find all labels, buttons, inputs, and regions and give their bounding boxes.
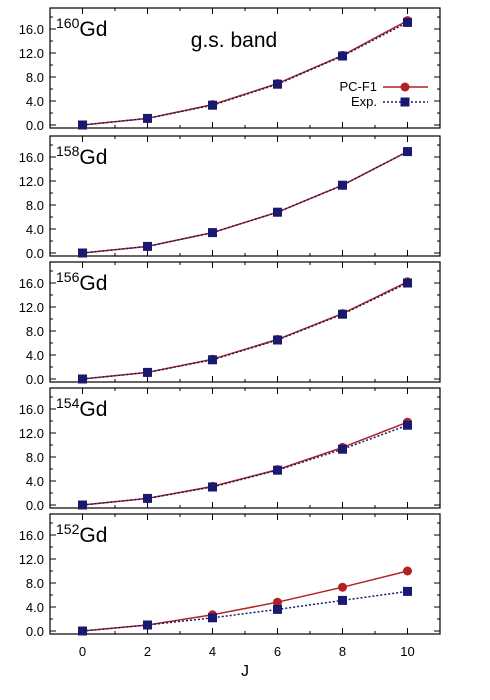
plot-frame xyxy=(49,135,441,257)
legend-theory-marker xyxy=(400,82,410,92)
y-tick-label: 4.0 xyxy=(26,600,44,615)
data-point-experiment xyxy=(403,147,412,157)
x-axis-label: J xyxy=(241,663,249,680)
data-point-theory xyxy=(338,582,347,592)
isotope-label: 154Gd xyxy=(56,395,107,421)
data-point-experiment xyxy=(273,335,282,345)
y-tick-label: 12.0 xyxy=(19,46,44,61)
y-tick-label: 12.0 xyxy=(19,300,44,315)
y-tick-label: 0.0 xyxy=(26,118,44,133)
series-line-experiment xyxy=(82,590,408,632)
plot-frame xyxy=(49,513,441,635)
y-tick-label: 16.0 xyxy=(19,528,44,543)
data-point-experiment xyxy=(273,465,282,475)
data-point-experiment xyxy=(208,355,217,365)
data-point-experiment xyxy=(143,493,152,503)
series-line-theory xyxy=(82,421,408,506)
data-point-experiment xyxy=(208,613,217,623)
data-point-experiment xyxy=(78,500,87,510)
y-tick-label: 8.0 xyxy=(26,70,44,85)
y-tick-label: 0.0 xyxy=(26,498,44,513)
x-tick-label: 2 xyxy=(144,644,151,659)
data-point-experiment xyxy=(78,374,87,384)
data-point-experiment xyxy=(78,626,87,636)
data-point-theory xyxy=(273,597,282,607)
x-tick-label: 8 xyxy=(339,644,346,659)
y-tick-label: 8.0 xyxy=(26,198,44,213)
data-point-experiment xyxy=(403,420,412,430)
series-line-theory xyxy=(82,150,408,254)
y-tick-label: 0.0 xyxy=(26,246,44,261)
legend-experiment-label: Exp. xyxy=(351,94,377,109)
series-line-experiment xyxy=(82,21,408,126)
band-label: g.s. band xyxy=(191,29,277,52)
y-tick-label: 4.0 xyxy=(26,94,44,109)
data-point-experiment xyxy=(403,17,412,27)
y-tick-label: 4.0 xyxy=(26,222,44,237)
data-point-experiment xyxy=(143,620,152,630)
data-point-experiment xyxy=(403,278,412,288)
y-tick-label: 0.0 xyxy=(26,372,44,387)
isotope-label: 152Gd xyxy=(56,521,107,547)
data-point-experiment xyxy=(403,586,412,596)
isotope-label: 158Gd xyxy=(56,143,107,169)
y-tick-label: 8.0 xyxy=(26,450,44,465)
legend-theory-label: PC-F1 xyxy=(339,79,377,94)
y-tick-label: 16.0 xyxy=(19,276,44,291)
series-line-experiment xyxy=(82,150,408,254)
plot-frame xyxy=(49,7,441,129)
data-point-experiment xyxy=(208,482,217,492)
data-point-experiment xyxy=(338,309,347,319)
data-point-experiment xyxy=(143,113,152,123)
series-line-experiment xyxy=(82,282,408,380)
x-tick-label: 0 xyxy=(79,644,86,659)
data-point-experiment xyxy=(143,367,152,377)
data-point-experiment xyxy=(338,51,347,61)
x-tick-label: 10 xyxy=(400,644,414,659)
x-tick-label: 6 xyxy=(274,644,281,659)
y-tick-label: 16.0 xyxy=(19,150,44,165)
plot-frame xyxy=(49,261,441,383)
y-tick-label: 0.0 xyxy=(26,624,44,639)
panel-154gd: 0.0 4.0 8.0 12.0 16.0 154Gd xyxy=(19,387,441,513)
x-tick-label: 4 xyxy=(209,644,216,659)
panel-156gd: 0.0 4.0 8.0 12.0 16.0 156Gd xyxy=(19,261,441,387)
data-point-experiment xyxy=(143,241,152,251)
y-tick-label: 4.0 xyxy=(26,348,44,363)
data-point-experiment xyxy=(273,604,282,614)
y-tick-label: 16.0 xyxy=(19,22,44,37)
series-line-experiment xyxy=(82,424,408,506)
panel-158gd: 0.0 4.0 8.0 12.0 16.0 158Gd xyxy=(19,135,441,261)
series-line-theory xyxy=(82,281,408,380)
data-point-experiment xyxy=(208,100,217,110)
y-tick-label: 16.0 xyxy=(19,402,44,417)
y-tick-label: 12.0 xyxy=(19,426,44,441)
data-point-experiment xyxy=(78,120,87,130)
y-tick-label: 12.0 xyxy=(19,174,44,189)
data-point-experiment xyxy=(338,444,347,454)
y-tick-label: 12.0 xyxy=(19,552,44,567)
data-point-experiment xyxy=(273,207,282,217)
data-point-experiment xyxy=(273,79,282,89)
data-point-experiment xyxy=(208,228,217,238)
y-tick-label: 4.0 xyxy=(26,474,44,489)
series-line-theory xyxy=(82,570,408,632)
plot-frame xyxy=(49,387,441,509)
data-point-theory xyxy=(403,566,412,576)
isotope-label: 156Gd xyxy=(56,269,107,295)
y-tick-label: 8.0 xyxy=(26,576,44,591)
y-tick-label: 8.0 xyxy=(26,324,44,339)
panel-152gd: 0.0 4.0 8.0 12.0 16.0 152Gd 0 2 4 6 8 10 xyxy=(19,513,441,659)
legend-experiment-marker xyxy=(400,97,410,107)
data-point-experiment xyxy=(338,595,347,605)
data-point-experiment xyxy=(78,248,87,258)
isotope-label: 160Gd xyxy=(56,15,107,41)
data-point-experiment xyxy=(338,180,347,190)
